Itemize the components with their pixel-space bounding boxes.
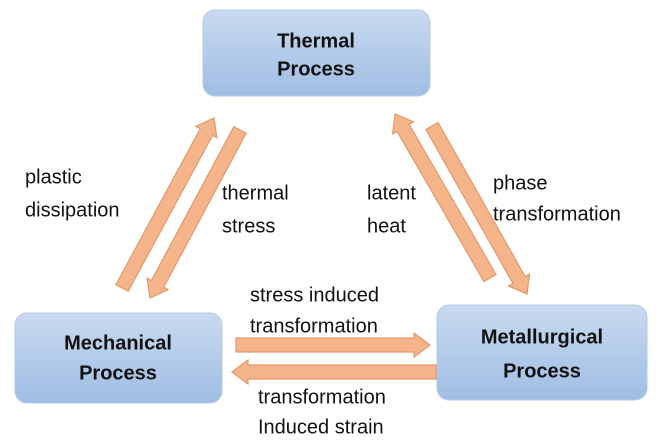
edge-label: transformation [250,315,378,337]
node-label: Metallurgical [481,326,603,348]
node-label: Thermal [277,30,355,52]
arrow [146,125,247,299]
edge-label: heat [367,215,406,237]
arrow [115,117,218,293]
node-label: Process [277,58,355,80]
metallurgical-box [436,304,648,401]
edge-label: stress induced [250,284,379,306]
edge-label: thermal [222,182,289,204]
edge-label: phase [493,172,548,194]
node-label: Process [79,362,157,384]
arrow [391,113,497,283]
thermal-box [202,9,431,97]
arrow [235,331,431,359]
edge-label: transformation [258,386,386,408]
arrow [425,121,531,295]
node-label: Mechanical [64,332,172,354]
mechanical-box [14,312,223,404]
arrows [115,113,531,386]
arrow [231,358,437,386]
edge-label: plastic [25,166,82,188]
edge-label: transformation [493,203,621,225]
edge-label: latent [367,182,416,204]
edge-label: Induced strain [258,416,384,438]
node-label: Process [503,360,581,382]
edge-label: stress [222,215,275,237]
edge-label: dissipation [25,199,120,221]
